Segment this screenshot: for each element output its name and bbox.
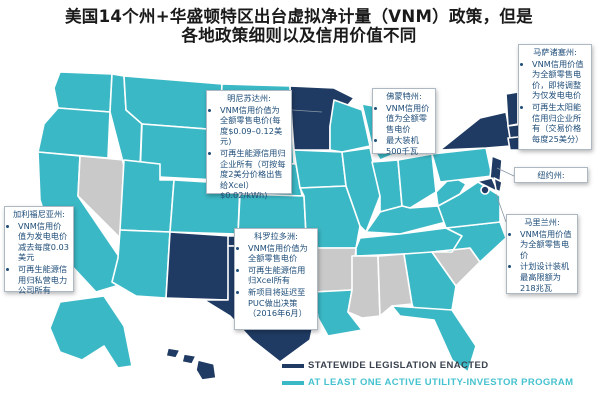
- legend-swatch-utility: [282, 381, 304, 385]
- callout-line-minnesota: [291, 109, 323, 113]
- callout-item: VNM信用价值为全额零售电价: [520, 229, 573, 261]
- callout-heading: 马萨诸塞州:: [533, 47, 577, 57]
- callout-heading: 纽约州:: [537, 170, 565, 180]
- legend-statewide-legislation: STATEWIDE LEGISLATION ENACTED: [308, 360, 489, 371]
- state-maryland: [465, 177, 499, 193]
- state-new-york: [439, 111, 513, 151]
- callout-item: 最大装机 500千瓦: [386, 135, 431, 156]
- state-florida: [391, 305, 477, 373]
- callout-line-new-york: [496, 167, 515, 177]
- state-alaska: [49, 295, 133, 369]
- callout-item: 新项目将延迟至PUC做出决策（2016年6月）: [248, 287, 313, 319]
- callout-item: 可再生能源信用归私营电力公司所有: [18, 264, 69, 296]
- state-vermont: [505, 91, 519, 127]
- state-arizona: [111, 229, 171, 299]
- state-kentucky: [365, 205, 447, 235]
- state-iowa: [293, 149, 347, 189]
- callout-line-maryland: [495, 193, 507, 223]
- state-hawaii-2: [181, 353, 197, 365]
- state-new-mexico: [165, 231, 231, 301]
- callout-colorado: 科罗拉多洲: VNM信用价值为全额零售电价 可再生能源信用归Xcel所有 新项目…: [234, 228, 318, 330]
- state-ohio: [397, 153, 437, 209]
- callout-item: 可再生能源信用归企业所有（可按每度2美分价格出售给Xcel）$0.02/kWh): [220, 148, 287, 201]
- callout-massachusetts: 马萨诸塞州: VNM信用价值为全额零售电价，即将调整为仅发电电价 可再生太阳能信…: [518, 44, 592, 150]
- callout-wisconsin: 佛蒙特州: VNM信用价值为全额零售电价 最大装机 500千瓦: [372, 88, 436, 156]
- callout-item: VNM信用价值为全额零售电价，即将调整为仅发电电价: [532, 59, 587, 101]
- callout-heading: 佛蒙特州:: [386, 91, 422, 101]
- callout-item: 可再生能源信用归Xcel所有: [248, 265, 313, 286]
- callout-maryland: 马里兰州: VNM信用价值为全额零售电价 计划设计装机最高限额为218兆瓦: [506, 214, 578, 294]
- map-title-line-2: 各地政策细则以及信用价值不同: [181, 26, 417, 45]
- callout-item: 计划设计装机最高限额为218兆瓦: [520, 261, 573, 293]
- legend-utility-program: AT LEAST ONE ACTIVE UTILITY-INVESTOR PRO…: [308, 377, 574, 388]
- washington-dc-marker: [480, 185, 490, 195]
- callout-item: VNM信用价值为发电电价减去每度0.03美元: [18, 221, 69, 263]
- state-north-carolina: [431, 221, 507, 263]
- callout-item: VNM信用价值为全额零售电价: [386, 103, 431, 135]
- state-alabama: [377, 253, 413, 317]
- state-washington: [53, 71, 113, 113]
- callout-new-york: 纽约州:: [514, 167, 588, 183]
- callout-heading: 加利福尼亚州:: [13, 209, 65, 219]
- callout-minnesota: 明尼苏达州: VNM信用价值为全额零售电价(每度$0.09–0.12美元) 可再…: [206, 90, 292, 200]
- legend-swatch-legislation: [282, 364, 304, 368]
- callout-heading: 马里兰州:: [524, 217, 560, 227]
- state-pennsylvania: [431, 147, 493, 183]
- callout-item: 可再生太阳能信用归企业所有（交易价格每度25美分）: [532, 102, 587, 144]
- callout-item: VNM信用价值为全额零售电价(每度$0.09–0.12美元): [220, 105, 287, 147]
- state-hawaii-1: [165, 347, 181, 359]
- state-hawaii-3: [195, 359, 217, 381]
- state-mississippi: [347, 255, 381, 319]
- callout-heading: 明尼苏达州:: [227, 93, 271, 103]
- state-delaware: [493, 177, 503, 193]
- state-oregon: [37, 107, 111, 159]
- callout-california: 加利福尼亚州: VNM信用价值为发电电价减去每度0.03美元 可再生能源信用归私…: [4, 206, 74, 295]
- callout-item: VNM信用价值为全额零售电价: [248, 243, 313, 264]
- callout-heading: 科罗拉多洲:: [254, 231, 298, 241]
- map-title-line-1: 美国14个州+华盛顿特区出台虚拟净计量（VNM）政策，但是: [65, 7, 533, 26]
